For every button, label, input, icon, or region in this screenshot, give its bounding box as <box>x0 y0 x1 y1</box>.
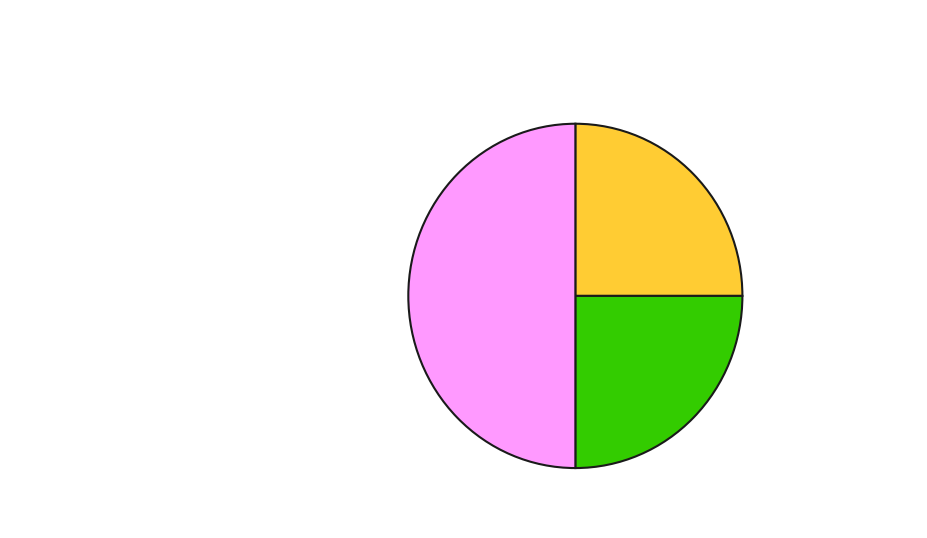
Wedge shape <box>408 124 575 468</box>
Wedge shape <box>575 296 742 468</box>
Wedge shape <box>575 124 742 296</box>
